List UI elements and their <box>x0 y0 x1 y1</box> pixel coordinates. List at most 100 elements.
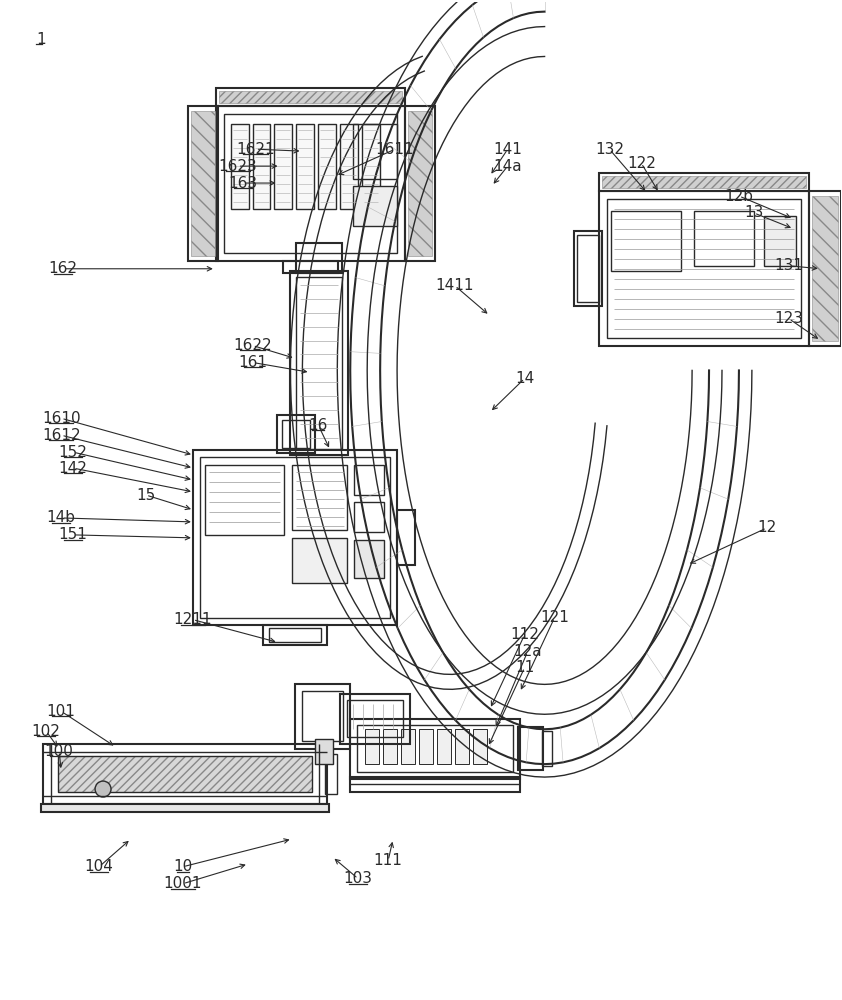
Text: 132: 132 <box>595 142 624 157</box>
Bar <box>219 91 402 103</box>
Bar <box>231 124 248 209</box>
Bar <box>607 199 801 338</box>
Bar <box>296 124 314 209</box>
Text: 102: 102 <box>32 724 61 739</box>
Text: 14: 14 <box>515 371 535 386</box>
Text: 161: 161 <box>238 355 267 370</box>
Text: 11: 11 <box>515 660 535 675</box>
Bar <box>600 191 808 346</box>
Bar <box>340 124 358 209</box>
Bar <box>812 196 838 341</box>
Bar <box>437 729 451 764</box>
Text: 100: 100 <box>45 744 73 759</box>
Bar <box>473 729 487 764</box>
Bar <box>405 106 435 261</box>
Bar <box>602 176 806 188</box>
Text: 12: 12 <box>757 520 776 535</box>
Bar <box>354 186 397 226</box>
Bar <box>518 727 542 770</box>
Text: 1623: 1623 <box>218 159 257 174</box>
Bar <box>188 106 218 261</box>
Bar <box>354 540 384 578</box>
Text: 15: 15 <box>136 488 156 503</box>
Text: 122: 122 <box>626 156 656 171</box>
Bar <box>808 191 840 346</box>
Bar <box>408 111 432 256</box>
Text: 121: 121 <box>540 610 569 625</box>
Bar <box>354 124 397 179</box>
Text: 10: 10 <box>173 859 193 874</box>
Circle shape <box>95 781 111 797</box>
Bar <box>296 684 350 749</box>
Text: 1211: 1211 <box>173 612 212 627</box>
Text: 142: 142 <box>59 461 88 476</box>
Bar <box>216 106 405 261</box>
Bar <box>253 124 270 209</box>
Bar <box>58 756 312 792</box>
Bar <box>292 465 347 530</box>
Bar <box>350 777 520 792</box>
Text: 1621: 1621 <box>237 142 274 157</box>
Bar <box>347 700 403 737</box>
Bar <box>354 465 384 495</box>
Bar <box>216 88 405 106</box>
Text: 1611: 1611 <box>376 142 414 157</box>
Text: 1411: 1411 <box>435 278 474 293</box>
Text: 14a: 14a <box>493 159 522 174</box>
Bar <box>578 235 600 302</box>
Bar <box>401 729 415 764</box>
Text: 1622: 1622 <box>233 338 272 353</box>
Bar <box>263 625 328 645</box>
Bar <box>611 211 681 271</box>
Bar <box>43 744 328 804</box>
Bar <box>541 731 552 766</box>
Bar <box>292 538 347 583</box>
Bar <box>365 729 379 764</box>
Bar <box>357 725 513 772</box>
Bar <box>354 502 384 532</box>
Text: 141: 141 <box>493 142 522 157</box>
Bar <box>350 719 520 779</box>
Text: 16: 16 <box>309 418 328 433</box>
Bar <box>302 691 344 741</box>
Bar <box>269 628 322 642</box>
Text: 152: 152 <box>59 445 88 460</box>
Bar <box>600 173 808 191</box>
Bar <box>340 694 410 744</box>
Text: 14b: 14b <box>46 510 76 525</box>
Bar <box>694 211 754 266</box>
Bar <box>191 111 215 256</box>
Text: 1001: 1001 <box>163 876 202 891</box>
Text: 112: 112 <box>510 627 539 642</box>
Bar <box>290 271 349 455</box>
Bar <box>574 231 602 306</box>
Text: 104: 104 <box>85 859 114 874</box>
Bar <box>274 124 292 209</box>
Bar <box>41 804 329 812</box>
Text: 1: 1 <box>36 32 46 47</box>
Text: 101: 101 <box>47 704 76 719</box>
Bar <box>193 450 397 625</box>
Text: 162: 162 <box>49 261 77 276</box>
Bar <box>362 124 380 209</box>
Bar <box>316 739 333 764</box>
Bar <box>383 729 397 764</box>
Text: 12b: 12b <box>724 189 754 204</box>
Text: 151: 151 <box>59 527 88 542</box>
Bar <box>419 729 433 764</box>
Text: 1612: 1612 <box>42 428 81 443</box>
Bar <box>455 729 469 764</box>
Text: 12a: 12a <box>514 644 542 659</box>
Bar <box>284 261 338 273</box>
Bar <box>296 243 342 273</box>
Text: 123: 123 <box>775 311 803 326</box>
Bar <box>58 756 312 792</box>
Bar <box>764 216 796 266</box>
Text: 1610: 1610 <box>42 411 81 426</box>
Text: 103: 103 <box>344 871 373 886</box>
Bar <box>318 124 336 209</box>
Bar <box>200 457 390 618</box>
Text: 111: 111 <box>374 853 402 868</box>
Text: 131: 131 <box>775 258 803 273</box>
Bar <box>296 277 342 449</box>
